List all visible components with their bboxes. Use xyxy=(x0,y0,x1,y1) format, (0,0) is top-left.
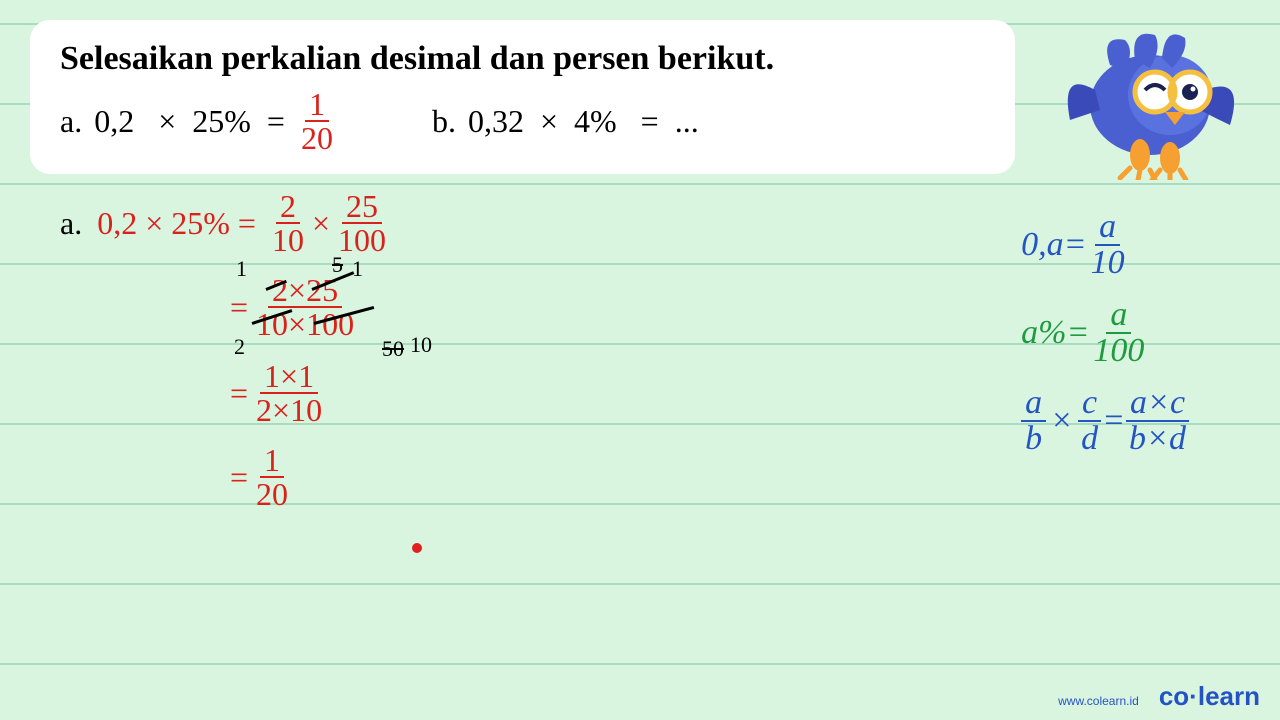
w3-num: 1×1 xyxy=(260,360,318,394)
f3-res-den: b×d xyxy=(1125,422,1190,456)
f1-frac: a 10 xyxy=(1087,210,1129,280)
f3-l: a b xyxy=(1021,386,1046,456)
logo-pre: co xyxy=(1159,681,1189,711)
w3-frac: 1×1 2×10 xyxy=(252,360,326,426)
expr-b: 0,32 × 4% = ... xyxy=(468,103,699,140)
work-line-1: a. 0,2 × 25% = 2 10 × 25 100 xyxy=(60,190,390,256)
w2-sub-br1: 50 xyxy=(382,336,404,362)
formula-frac-mult: a b × c d = a×c b×d xyxy=(1021,386,1190,456)
expr-a: 0,2 × 25% = xyxy=(94,103,285,140)
formulas-panel: 0,a = a 10 a% = a 100 a b × c d = a×c b×… xyxy=(1021,210,1190,474)
work1-times: × xyxy=(312,205,330,242)
f3-eq: = xyxy=(1102,402,1125,440)
w2-sup-tr2: 1 xyxy=(352,256,363,282)
w1f2-num: 25 xyxy=(342,190,382,224)
f3-res: a×c b×d xyxy=(1125,386,1190,456)
work-lhs: 0,2 × 25% = xyxy=(97,205,256,242)
footer: www.colearn.id co·learn xyxy=(1058,681,1260,712)
f3-res-num: a×c xyxy=(1126,386,1189,422)
f3-r: c d xyxy=(1077,386,1102,456)
f3-l-den: b xyxy=(1021,422,1046,456)
formula-percent: a% = a 100 xyxy=(1021,298,1190,368)
w2-sup-tl: 1 xyxy=(236,256,247,282)
f3-r-den: d xyxy=(1077,422,1102,456)
pointer-dot xyxy=(412,543,422,553)
footer-url: www.colearn.id xyxy=(1058,694,1139,708)
w1f1-num: 2 xyxy=(276,190,300,224)
question-part-a: a. 0,2 × 25% = 1 20 xyxy=(60,88,337,154)
w2-eq: = xyxy=(230,289,248,326)
w2-num-text: 2×25 xyxy=(272,272,338,308)
question-part-b: b. 0,32 × 4% = ... xyxy=(432,103,699,140)
f2-eq: = xyxy=(1066,314,1089,352)
w2-den-text: 10×100 xyxy=(256,306,354,342)
w3-den: 2×10 xyxy=(252,394,326,426)
question-title: Selesaikan perkalian desimal dan persen … xyxy=(60,40,985,78)
work1-frac2: 25 100 xyxy=(334,190,390,256)
work-line-3: = 1×1 2×10 xyxy=(230,360,390,426)
logo-dot: · xyxy=(1189,681,1198,711)
w4-num: 1 xyxy=(260,444,284,478)
w4-eq: = xyxy=(230,459,248,496)
formula-decimal: 0,a = a 10 xyxy=(1021,210,1190,280)
f3-l-num: a xyxy=(1021,386,1046,422)
work-label: a. xyxy=(60,205,82,242)
f1-den: 10 xyxy=(1087,246,1129,280)
w2-num: 2×25 xyxy=(268,274,342,308)
f1-num: a xyxy=(1095,210,1120,246)
question-card: Selesaikan perkalian desimal dan persen … xyxy=(30,20,1015,174)
f1-eq: = xyxy=(1064,226,1087,264)
answer-a-fraction: 1 20 xyxy=(297,88,337,154)
f1-lhs: 0,a xyxy=(1021,226,1064,264)
f2-den: 100 xyxy=(1089,334,1148,368)
mascot-bird xyxy=(1050,20,1250,180)
f3-times: × xyxy=(1050,402,1073,440)
f2-num: a xyxy=(1106,298,1131,334)
work-line-4: = 1 20 xyxy=(230,444,390,510)
answer-a-den: 20 xyxy=(297,122,337,154)
footer-logo: co·learn xyxy=(1159,681,1260,712)
f2-lhs: a% xyxy=(1021,314,1066,352)
w2-den: 10×100 xyxy=(252,308,358,340)
label-a: a. xyxy=(60,103,82,140)
w2-sub-br2: 10 xyxy=(410,332,432,358)
label-b: b. xyxy=(432,103,456,140)
question-row: a. 0,2 × 25% = 1 20 b. 0,32 × 4% = ... xyxy=(60,88,985,154)
answer-a-num: 1 xyxy=(305,88,329,122)
f2-frac: a 100 xyxy=(1089,298,1148,368)
logo-post: learn xyxy=(1198,681,1260,711)
w3-eq: = xyxy=(230,375,248,412)
w1f1-den: 10 xyxy=(268,224,308,256)
w2-sub-bl: 2 xyxy=(234,334,245,360)
w2-frac: 2×25 10×100 xyxy=(252,274,358,340)
f3-r-num: c xyxy=(1078,386,1101,422)
w4-frac: 1 20 xyxy=(252,444,292,510)
w4-den: 20 xyxy=(252,478,292,510)
w2-strike-group: 1 5 1 2 50 10 2×25 10×100 xyxy=(252,274,358,340)
work-line-2: = 1 5 1 2 50 10 2×25 10×100 xyxy=(230,274,390,340)
work-area: a. 0,2 × 25% = 2 10 × 25 100 = 1 5 1 2 5… xyxy=(60,190,390,528)
work1-frac1: 2 10 xyxy=(268,190,308,256)
